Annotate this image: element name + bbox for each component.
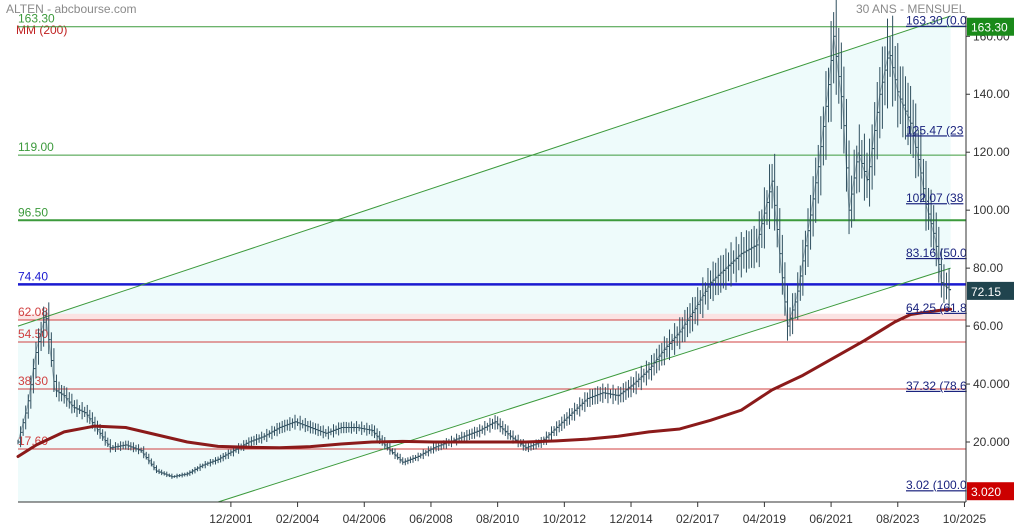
current-price-tag-box	[967, 281, 1014, 300]
channel-area	[18, 16, 951, 502]
x-axis: 12/2001 02/2004 04/2006 06/2008 08/2010 10/20…	[18, 501, 987, 526]
trend-channel	[17, 15, 951, 503]
chart-title: ALTEN - abcbourse.com	[6, 2, 137, 16]
level-label: 163.30	[18, 12, 55, 26]
fib-label: 37.32 (78.6	[906, 379, 967, 393]
x-tick-label: 04/2006	[343, 512, 387, 526]
moving-average-series	[16, 307, 953, 459]
top-price-tag-box	[967, 17, 1014, 36]
support-band	[18, 313, 966, 321]
x-tick-label: 08/2010	[476, 512, 520, 526]
y-tick-label: 140.00	[973, 87, 1010, 101]
y-tick-label: 120.00	[973, 145, 1010, 159]
fib-label: 163.30 (0.0	[906, 14, 967, 28]
y-tick-label: 40.000	[973, 377, 1010, 391]
fibonacci-labels: 163.30 (0.0 125.47 (23 102.07 (38 83.16 (50…	[906, 0, 1014, 528]
axis-mask	[967, 0, 1014, 528]
y-tick-label: 20.000	[973, 435, 1010, 449]
x-tick-label: 10/2025	[943, 512, 987, 526]
x-tick-label: 08/2023	[876, 512, 920, 526]
chart-period: 30 ANS - MENSUEL	[856, 2, 966, 16]
level-label: 74.40	[18, 269, 48, 283]
x-tick-label: 06/2021	[809, 512, 853, 526]
fib-label: 125.47 (23	[906, 123, 964, 137]
y-tick-label: 100.00	[973, 203, 1010, 217]
price-tags: 163.30 72.15 3.020	[967, 17, 1014, 501]
y-axis: 20.000 40.000 60.00 80.00 100.00 120.00 140.00…	[965, 16, 1010, 502]
x-tick-label: 04/2019	[743, 512, 787, 526]
channel-fill	[18, 16, 966, 502]
channel-upper-line	[17, 15, 951, 327]
price-series	[17, 0, 952, 479]
current-price-tag-text: 72.15	[971, 285, 1001, 299]
level-label: 119.00	[18, 140, 54, 154]
channel-lower-line	[217, 267, 951, 503]
fib-label: 102.07 (38	[906, 191, 964, 205]
x-tick-label: 12/2001	[209, 512, 253, 526]
fib-label: 83.16 (50.0	[906, 246, 967, 260]
level-label: 96.50	[18, 205, 48, 219]
x-tick-label: 02/2017	[676, 512, 720, 526]
fib-label: 64.25 (61.8	[906, 301, 967, 315]
fib-label: 3.02 (100.0	[906, 478, 967, 492]
x-tick-label: 06/2008	[409, 512, 453, 526]
level-label: 62.08	[18, 305, 48, 319]
top-price-tag-text: 163.30	[971, 21, 1008, 35]
x-tick-label: 10/2012	[543, 512, 587, 526]
ma-200-line	[16, 307, 953, 459]
bottom-price-tag-box	[967, 482, 1014, 501]
y-tick-label: 80.00	[973, 261, 1003, 275]
x-tick-label: 02/2004	[276, 512, 320, 526]
y-tick-label: 60.00	[973, 319, 1003, 333]
bottom-price-tag-text: 3.020	[971, 485, 1001, 499]
x-tick-label: 12/2014	[609, 512, 653, 526]
